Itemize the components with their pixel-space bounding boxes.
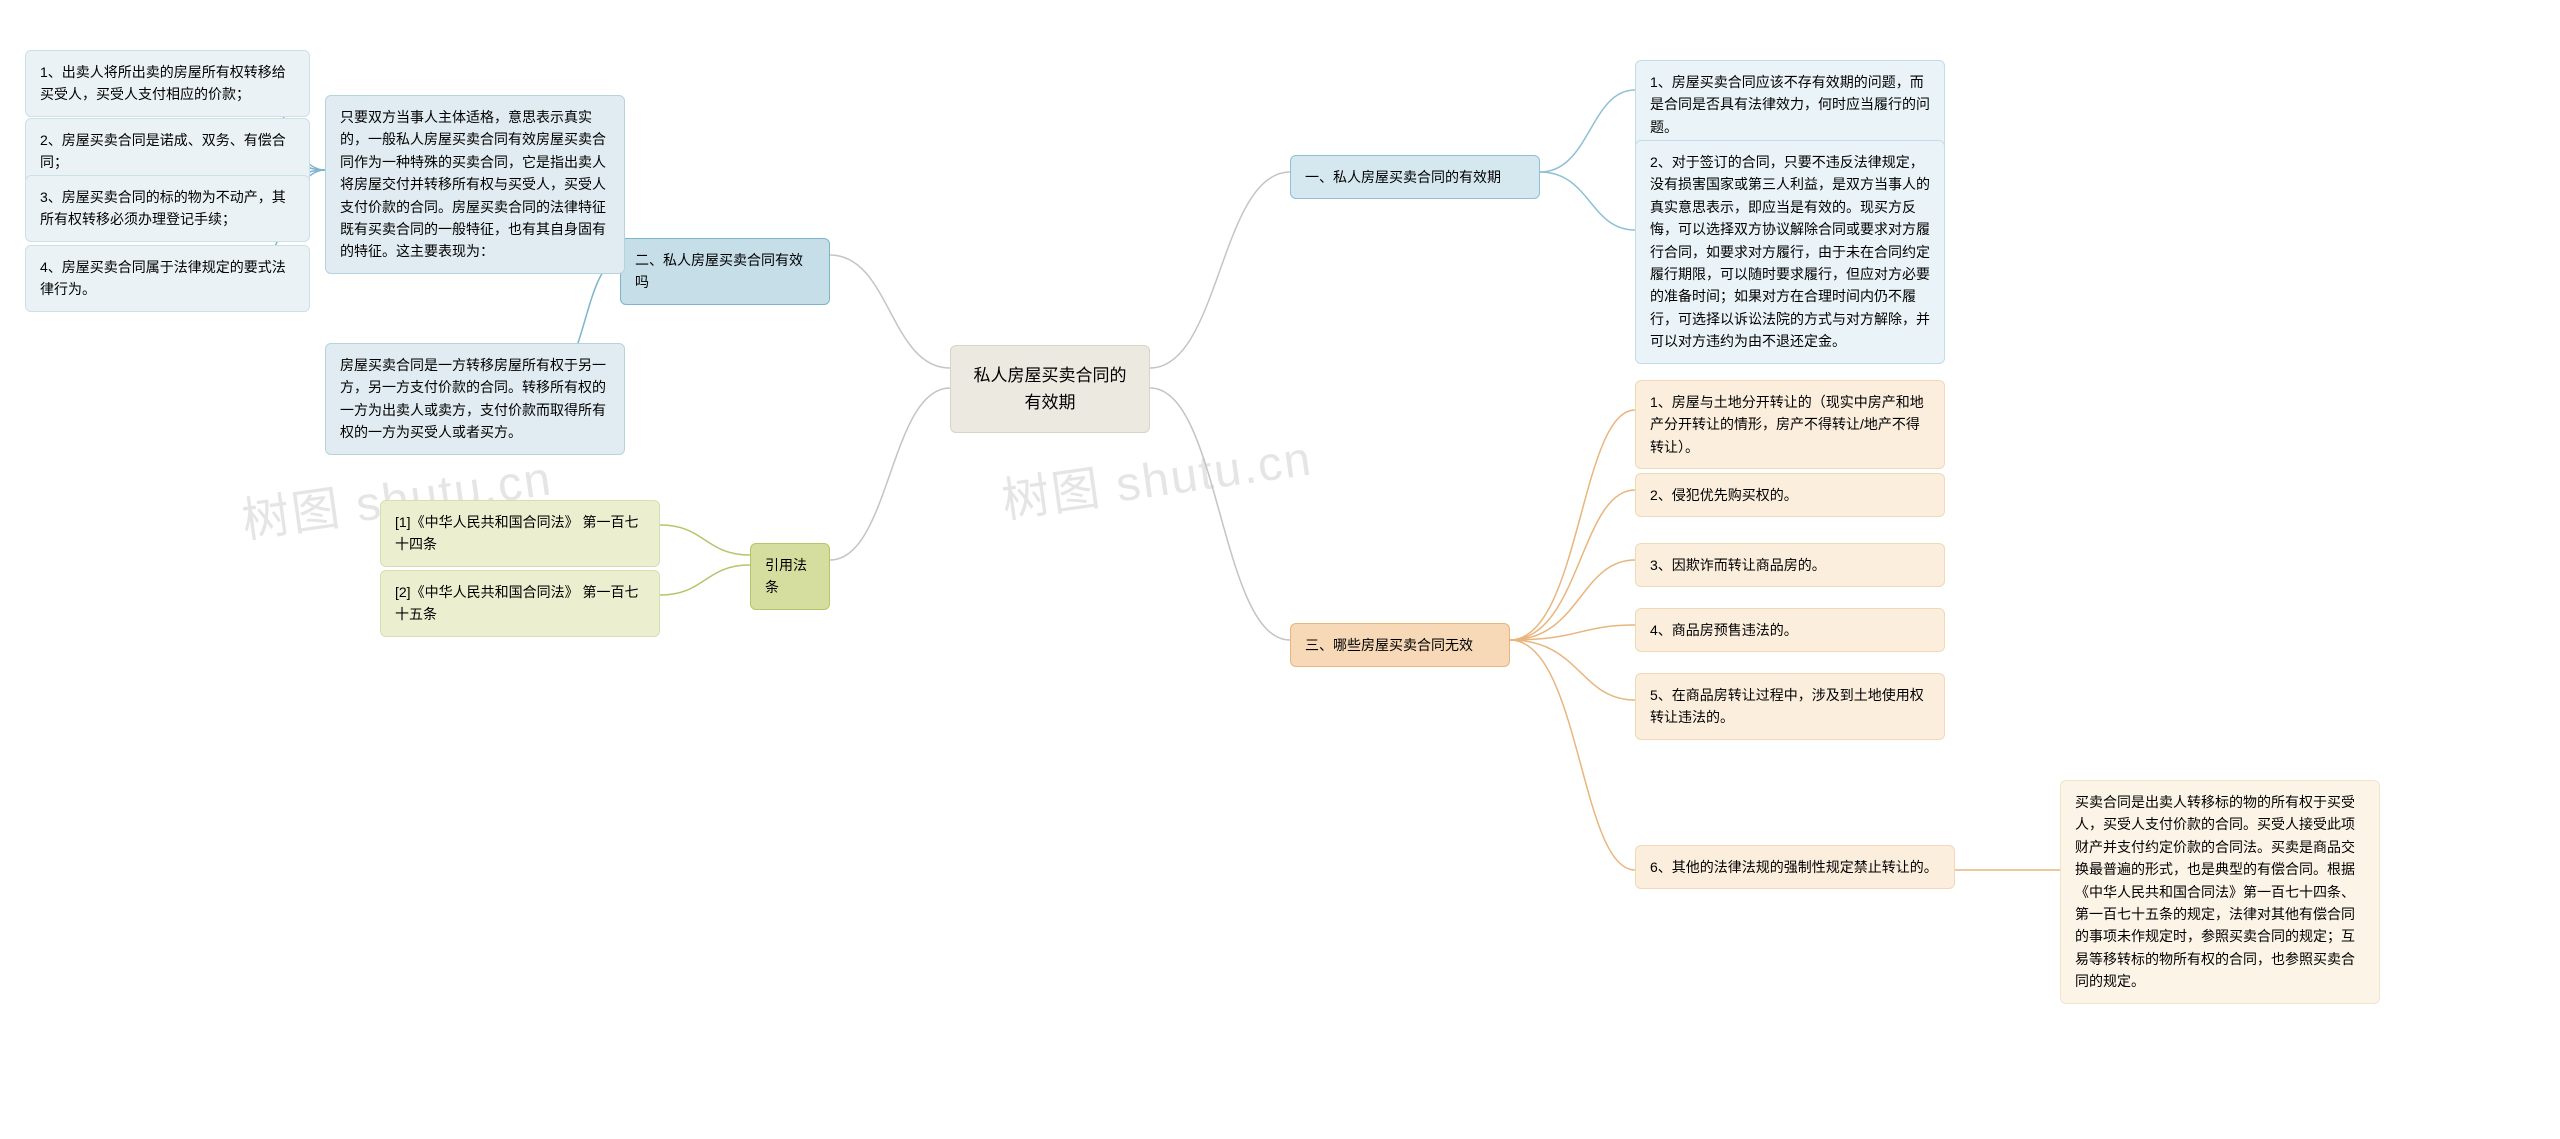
branch1-node: 一、私人房屋买卖合同的有效期	[1290, 155, 1540, 199]
branch2-leaf-1: 1、出卖人将所出卖的房屋所有权转移给买受人，买受人支付相应的价款；	[25, 50, 310, 117]
branch1-leaf-1: 1、房屋买卖合同应该不存有效期的问题，而是合同是否具有法律效力，何时应当履行的问…	[1635, 60, 1945, 149]
branch3-leaf-6: 6、其他的法律法规的强制性规定禁止转让的。	[1635, 845, 1955, 889]
branch4-node: 引用法条	[750, 543, 830, 610]
branch1-title: 一、私人房屋买卖合同的有效期	[1305, 169, 1501, 185]
branch3-leaf-3: 3、因欺诈而转让商品房的。	[1635, 543, 1945, 587]
branch2-title: 二、私人房屋买卖合同有效吗	[635, 252, 803, 290]
branch3-leaf-5: 5、在商品房转让过程中，涉及到土地使用权转让违法的。	[1635, 673, 1945, 740]
branch3-leaf-1: 1、房屋与土地分开转让的（现实中房产和地产分开转让的情形，房产不得转让/地产不得…	[1635, 380, 1945, 469]
branch2-desc2: 房屋买卖合同是一方转移房屋所有权于另一方，另一方支付价款的合同。转移所有权的一方…	[325, 343, 625, 455]
branch4-leaf-1: [1]《中华人民共和国合同法》 第一百七十四条	[380, 500, 660, 567]
branch2-desc: 只要双方当事人主体适格，意思表示真实的，一般私人房屋买卖合同有效房屋买卖合同作为…	[325, 95, 625, 274]
center-node: 私人房屋买卖合同的有效期	[950, 345, 1150, 433]
branch4-leaf-2: [2]《中华人民共和国合同法》 第一百七十五条	[380, 570, 660, 637]
branch3-leaf6-desc: 买卖合同是出卖人转移标的物的所有权于买受人，买受人支付价款的合同。买受人接受此项…	[2060, 780, 2380, 1004]
branch3-leaf-4: 4、商品房预售违法的。	[1635, 608, 1945, 652]
branch4-title: 引用法条	[765, 557, 807, 595]
branch3-title: 三、哪些房屋买卖合同无效	[1305, 637, 1473, 653]
branch3-leaf-2: 2、侵犯优先购买权的。	[1635, 473, 1945, 517]
branch2-node: 二、私人房屋买卖合同有效吗	[620, 238, 830, 305]
branch2-leaf-3: 3、房屋买卖合同的标的物为不动产，其所有权转移必须办理登记手续；	[25, 175, 310, 242]
branch3-node: 三、哪些房屋买卖合同无效	[1290, 623, 1510, 667]
watermark: 树图 shutu.cn	[997, 419, 1316, 532]
branch1-leaf-2: 2、对于签订的合同，只要不违反法律规定，没有损害国家或第三人利益，是双方当事人的…	[1635, 140, 1945, 364]
branch2-leaf-4: 4、房屋买卖合同属于法律规定的要式法律行为。	[25, 245, 310, 312]
center-title: 私人房屋买卖合同的有效期	[974, 366, 1127, 412]
